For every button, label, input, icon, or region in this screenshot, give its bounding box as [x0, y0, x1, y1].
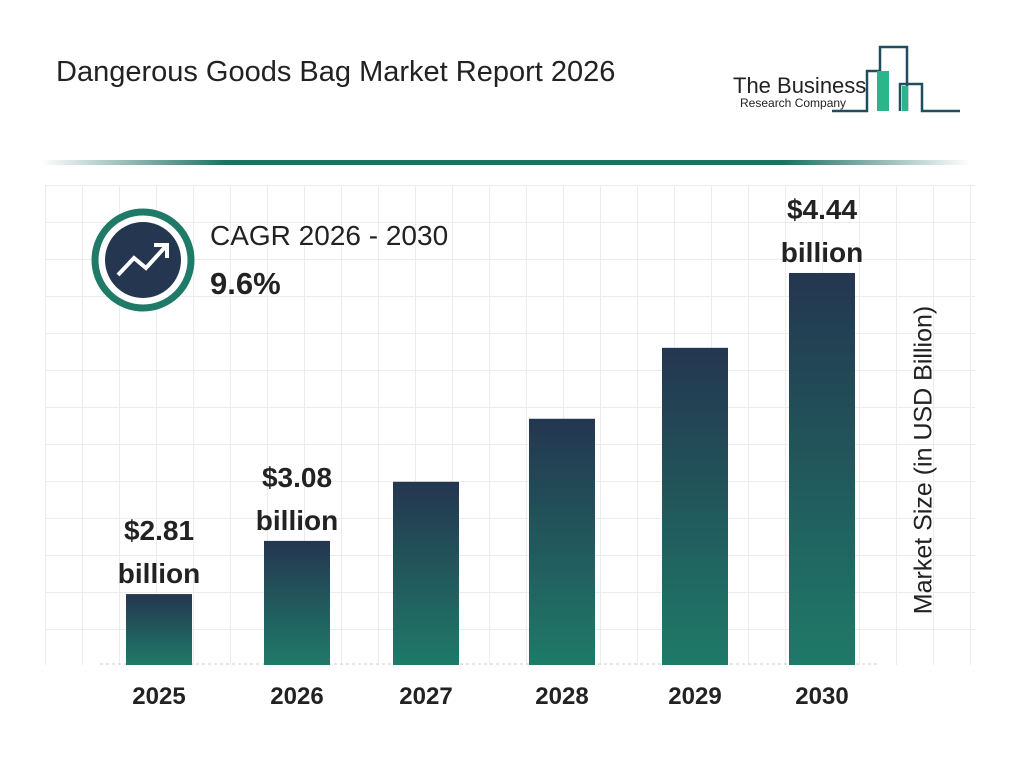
x-tick-label: 2025	[132, 683, 185, 710]
data-label: billion	[118, 558, 200, 589]
x-tick-label: 2028	[535, 683, 588, 710]
logo-subtext: Research Company	[740, 96, 847, 110]
cagr-label: CAGR 2026 - 2030	[210, 220, 449, 251]
data-label: $3.08	[262, 462, 332, 493]
data-label: $2.81	[124, 515, 194, 546]
x-tick-label: 2029	[668, 683, 721, 710]
divider	[40, 160, 970, 165]
bar-2028	[529, 418, 595, 665]
x-tick-label: 2026	[270, 683, 323, 710]
bar-2029	[662, 347, 728, 665]
data-label: billion	[781, 237, 863, 268]
bar-2027	[393, 481, 459, 665]
bar-2025	[126, 594, 192, 665]
data-label: billion	[256, 505, 338, 536]
y-axis-label: Market Size (in USD Billion)	[909, 305, 938, 615]
x-tick-label: 2027	[399, 683, 452, 710]
page-title: Dangerous Goods Bag Market Report 2026	[56, 56, 616, 88]
cagr-value: 9.6%	[210, 266, 281, 301]
data-label: $4.44	[787, 194, 857, 225]
bar-2030	[789, 272, 855, 665]
bar-2026	[264, 540, 330, 665]
x-tick-label: 2030	[795, 683, 848, 710]
